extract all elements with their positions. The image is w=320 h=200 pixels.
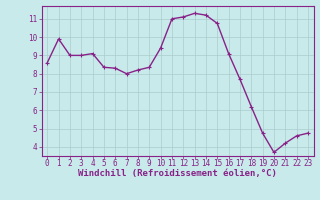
X-axis label: Windchill (Refroidissement éolien,°C): Windchill (Refroidissement éolien,°C) <box>78 169 277 178</box>
